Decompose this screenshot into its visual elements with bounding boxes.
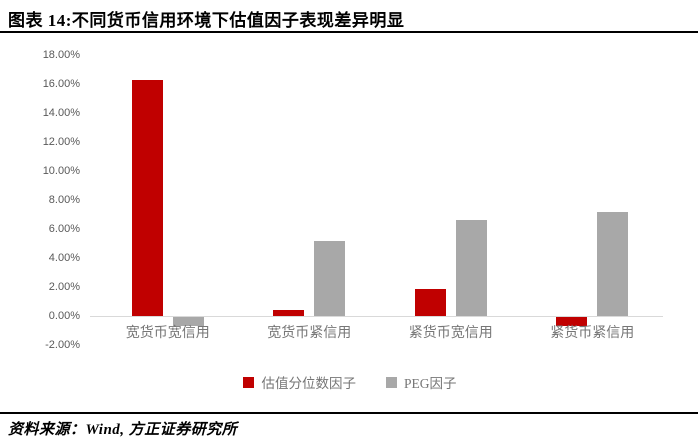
- y-tick-label: 4.00%: [48, 252, 80, 264]
- legend-swatch-icon: [385, 376, 397, 388]
- bar-series1-cat2: [455, 220, 487, 316]
- chart-legend: 估值分位数因子 PEG因子: [0, 372, 700, 392]
- y-tick-label: 18.00%: [42, 49, 80, 61]
- bar-series0-cat1: [273, 310, 305, 316]
- figure-title: 图表 14:不同货币信用环境下估值因子表现差异明显: [8, 11, 405, 30]
- y-tick-label: 0.00%: [48, 310, 80, 322]
- legend-swatch-icon: [243, 376, 255, 388]
- bar-series0-cat3: [556, 317, 588, 326]
- bar-series1-cat3: [597, 211, 629, 316]
- title-divider: [0, 31, 698, 33]
- x-category-label: 宽货币紧信用: [267, 326, 352, 341]
- bar-series0-cat0: [131, 79, 163, 316]
- legend-item-0: 估值分位数因子: [243, 372, 356, 392]
- zero-axis-line: [90, 316, 663, 317]
- legend-item-1: PEG因子: [385, 372, 457, 392]
- y-tick-label: 10.00%: [42, 165, 80, 177]
- y-tick-label: 8.00%: [48, 194, 80, 206]
- y-tick-label: 16.00%: [42, 78, 80, 90]
- legend-label: 估值分位数因子: [261, 376, 356, 391]
- bar-series1-cat0: [172, 317, 204, 326]
- x-category-label: 紧货币紧信用: [550, 326, 635, 341]
- y-tick-label: 6.00%: [48, 223, 80, 235]
- bar-series0-cat2: [414, 288, 446, 317]
- x-category-label: 宽货币宽信用: [125, 326, 210, 341]
- y-tick-label: 14.00%: [42, 107, 80, 119]
- y-tick-label: -2.00%: [45, 339, 80, 351]
- source-note: 资料来源：Wind, 方正证券研究所: [8, 422, 238, 438]
- y-tick-label: 2.00%: [48, 281, 80, 293]
- footer-divider: [0, 412, 698, 414]
- y-tick-label: 12.00%: [42, 136, 80, 148]
- legend-label: PEG因子: [403, 376, 457, 391]
- x-category-label: 紧货币宽信用: [408, 326, 493, 341]
- bar-series1-cat1: [314, 240, 346, 316]
